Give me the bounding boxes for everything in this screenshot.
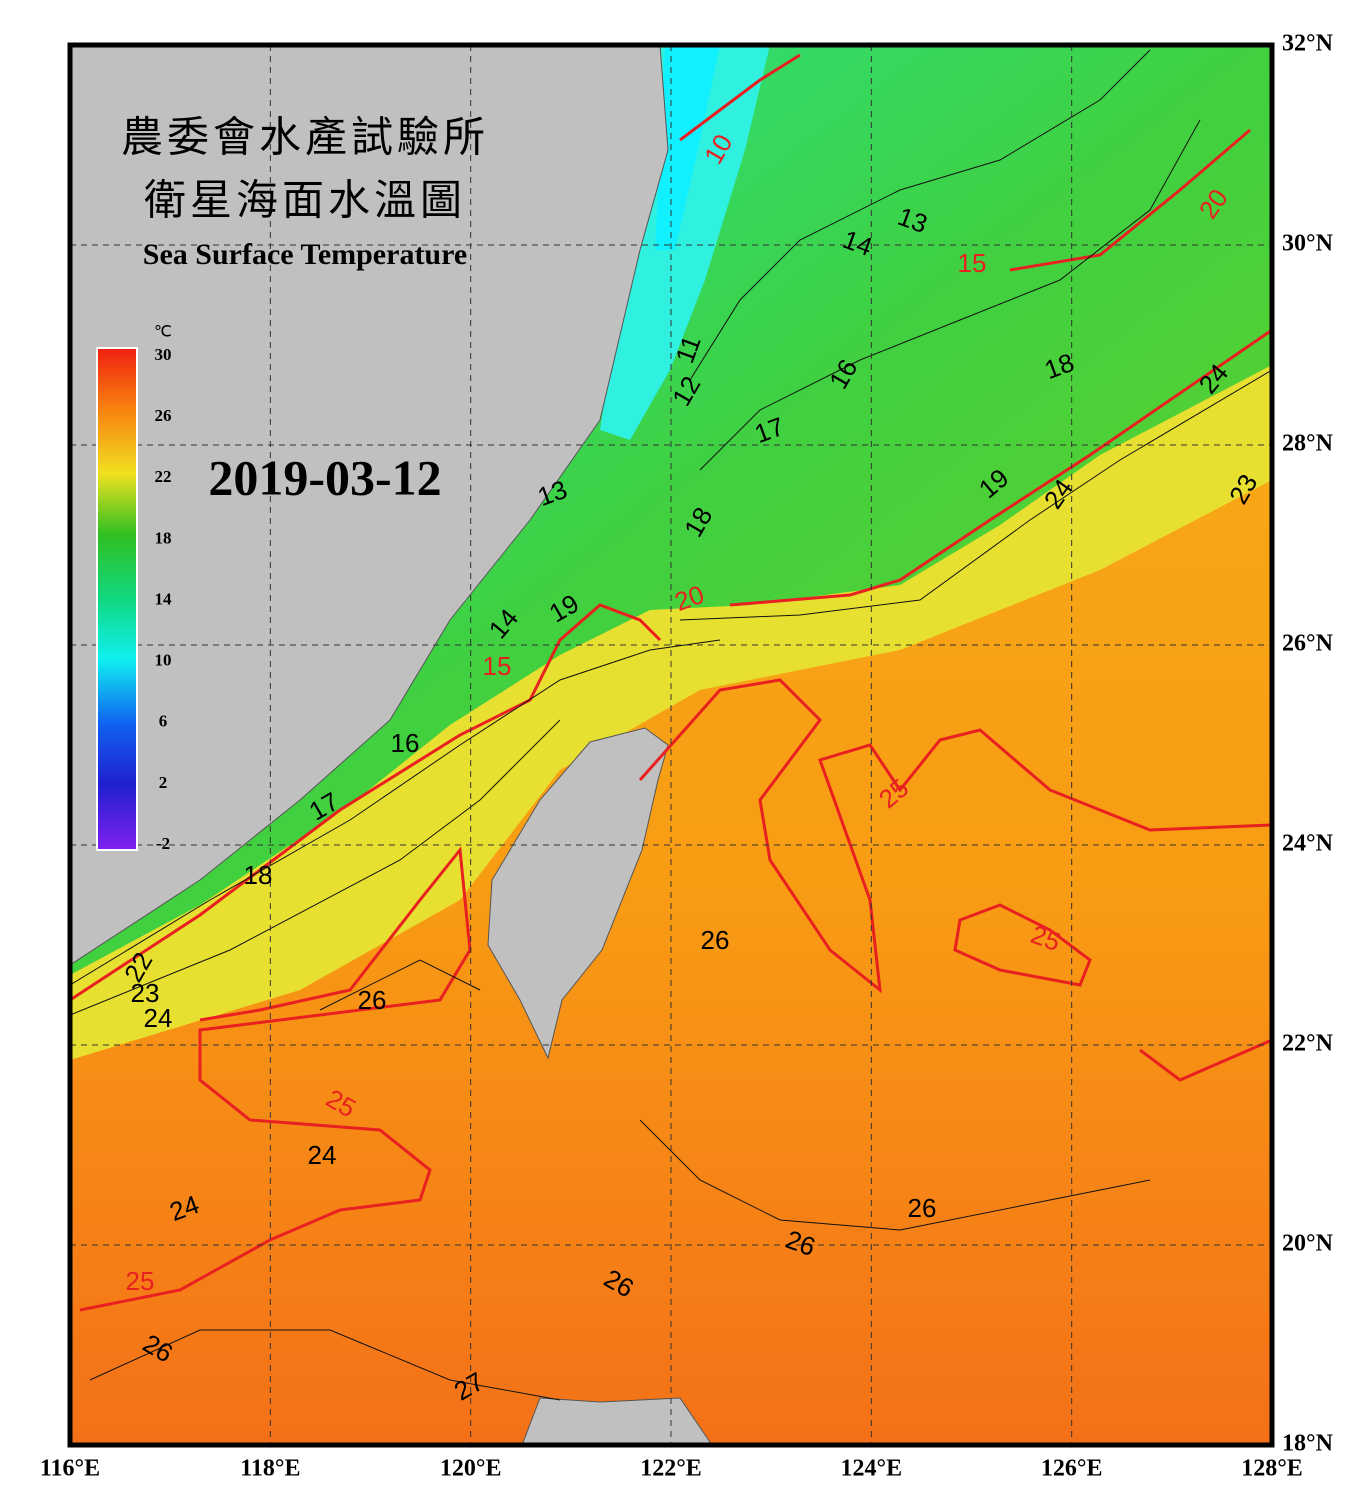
colorbar-tick-label: -2	[156, 834, 170, 853]
date: 2019-03-12	[208, 449, 441, 505]
y-tick-label: 20°N	[1282, 1231, 1334, 1257]
minor-contour-label: 26	[908, 1193, 937, 1223]
subtitle-zh: 衛星海面水溫圖	[144, 179, 466, 225]
ocean-cold	[600, 45, 770, 440]
x-tick-label: 128°E	[1241, 1456, 1303, 1482]
colorbar-tick-label: 26	[155, 406, 172, 425]
title-zh: 農委會水產試驗所	[121, 115, 489, 162]
y-tick-label: 24°N	[1282, 831, 1334, 857]
y-tick-label: 30°N	[1282, 231, 1334, 257]
major-contour-label: 25	[126, 1266, 155, 1296]
x-tick-label: 126°E	[1041, 1456, 1103, 1482]
colorbar-tick-label: 2	[159, 773, 168, 792]
y-tick-label: 32°N	[1282, 31, 1334, 57]
colorbar-tick-label: 14	[155, 589, 173, 608]
major-contours	[70, 53, 1272, 1312]
minor-contour-label: 26	[358, 985, 387, 1015]
x-tick-label: 118°E	[240, 1456, 300, 1482]
colorbar-tick-label: 22	[155, 467, 172, 486]
colorbar-tick-label: 10	[155, 651, 172, 670]
major-contour-label: 15	[958, 248, 987, 278]
x-tick-label: 120°E	[440, 1456, 502, 1482]
y-tick-label: 26°N	[1282, 631, 1334, 657]
colorbar	[96, 347, 138, 851]
minor-contour-label: 18	[244, 860, 273, 890]
colorbar-tick-label: 6	[159, 712, 168, 731]
minor-contour-label: 23	[131, 978, 160, 1008]
y-tick-label: 28°N	[1282, 431, 1334, 457]
colorbar-tick-label: 30	[155, 345, 172, 364]
mainland	[70, 45, 669, 966]
minor-contour-label: 16	[391, 728, 420, 758]
minor-contour-label: 24	[308, 1140, 337, 1170]
ocean-coldest	[655, 45, 720, 250]
x-tick-label: 122°E	[640, 1456, 702, 1482]
colorbar-tick-label: 18	[155, 528, 172, 547]
taiwan	[487, 727, 669, 1060]
minor-contours	[70, 49, 1272, 1401]
colorbar-unit: ℃	[154, 324, 172, 341]
map-frame	[67, 42, 1275, 1448]
luzon	[521, 1397, 713, 1445]
major-contour-label: 15	[483, 651, 512, 681]
x-tick-label: 116°E	[40, 1456, 100, 1482]
y-tick-label: 22°N	[1282, 1031, 1334, 1057]
x-tick-label: 124°E	[841, 1456, 903, 1482]
y-tick-label: 18°N	[1282, 1431, 1334, 1457]
title-en: Sea Surface Temperature	[143, 238, 467, 271]
minor-contour-label: 26	[701, 925, 730, 955]
minor-contour-label: 24	[144, 1003, 173, 1033]
